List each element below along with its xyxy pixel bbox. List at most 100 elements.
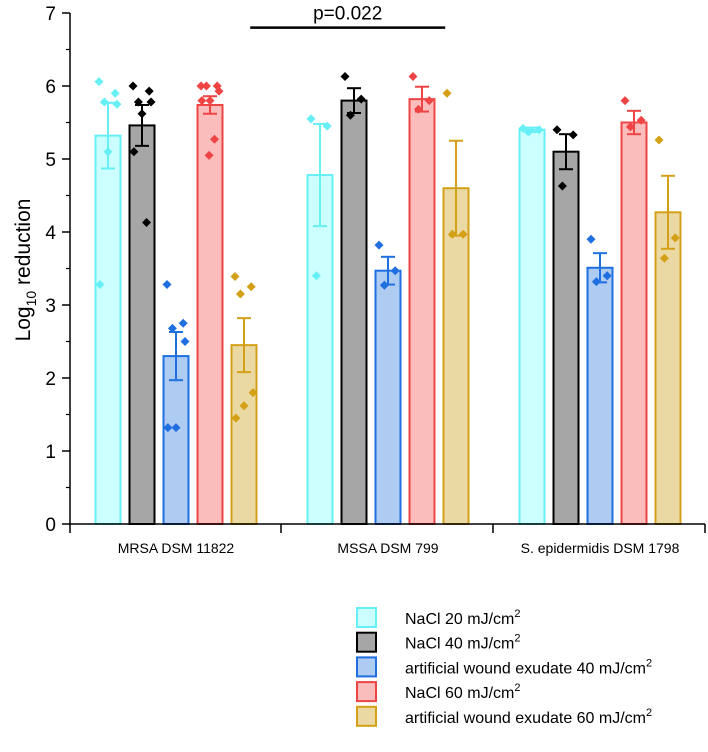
bar: [128, 124, 156, 525]
data-point: [112, 99, 122, 109]
error-bar: [313, 122, 327, 228]
data-point: [340, 72, 350, 82]
y-tick-label: 5: [45, 150, 56, 171]
data-point: [103, 147, 113, 157]
data-point: [424, 96, 434, 106]
data-point: [246, 282, 256, 292]
bar: [162, 355, 190, 525]
data-point: [625, 122, 635, 132]
y-axis-label-suffix: reduction: [12, 199, 35, 291]
data-point: [586, 234, 596, 244]
data-point: [534, 125, 544, 135]
legend-label-text: artificial wound exudate 60 mJ/cm: [405, 710, 646, 727]
y-axis-label: Log10 reduction: [12, 199, 39, 342]
data-point: [322, 121, 332, 131]
legend-label: NaCl 60 mJ/cm2: [405, 682, 520, 702]
bar: [306, 174, 334, 525]
legend-swatch: [356, 656, 377, 678]
data-point: [205, 96, 215, 106]
data-point: [129, 147, 139, 157]
data-point: [390, 266, 400, 276]
data-point: [306, 114, 316, 124]
data-point: [142, 218, 151, 228]
data-point: [95, 280, 105, 290]
data-point: [128, 81, 138, 91]
legend-label-text: NaCl 20 mJ/cm: [405, 611, 514, 628]
data-point: [408, 72, 418, 82]
legend-label-sup: 2: [646, 657, 652, 669]
data-point: [523, 127, 533, 137]
data-point: [231, 413, 241, 423]
data-point: [235, 289, 245, 299]
data-point: [345, 110, 355, 120]
data-point: [379, 280, 389, 290]
data-point: [137, 109, 147, 119]
legend-label-text: NaCl 60 mJ/cm: [405, 685, 514, 702]
error-bar: [169, 331, 183, 382]
p-value-label: p=0.022: [313, 4, 382, 25]
data-point: [178, 318, 188, 328]
data-point: [557, 181, 567, 191]
bar: [552, 150, 580, 525]
legend-swatch: [356, 705, 377, 727]
legend-label-sup: 2: [646, 707, 652, 719]
x-tick-label: MSSA DSM 799: [337, 540, 438, 556]
data-point: [197, 96, 207, 106]
bar: [442, 187, 470, 525]
bars-layer: [94, 72, 682, 526]
data-point: [144, 86, 154, 96]
data-point: [356, 94, 366, 104]
bar: [94, 134, 122, 525]
legend-swatch: [356, 681, 377, 703]
bar: [518, 128, 546, 526]
legend-swatch: [356, 631, 377, 653]
data-point: [230, 272, 240, 282]
legend-label: artificial wound exudate 40 mJ/cm2: [405, 657, 652, 677]
data-point: [133, 97, 143, 107]
data-point: [201, 81, 211, 91]
data-point: [146, 97, 156, 107]
data-point: [620, 96, 630, 106]
legend-label-text: NaCl 40 mJ/cm: [405, 636, 514, 653]
data-point: [163, 423, 173, 433]
legend-label: artificial wound exudate 60 mJ/cm2: [405, 707, 652, 727]
data-point: [99, 97, 109, 107]
data-point: [311, 271, 321, 281]
error-bar: [627, 109, 641, 136]
y-tick-label: 1: [45, 442, 56, 463]
data-point: [167, 323, 177, 333]
data-point: [602, 271, 612, 281]
legend-label-text: artificial wound exudate 40 mJ/cm: [405, 660, 646, 677]
data-point: [162, 280, 172, 290]
legend-label-sup: 2: [514, 608, 520, 620]
data-point: [374, 240, 384, 250]
data-point: [568, 130, 578, 140]
y-tick-label: 6: [45, 77, 56, 98]
data-point: [204, 150, 214, 160]
data-point: [591, 277, 601, 287]
data-point: [670, 233, 680, 243]
y-axis-label-prefix: Log: [12, 306, 35, 341]
bar: [374, 269, 402, 525]
legend-label-sup: 2: [514, 633, 520, 645]
data-point: [659, 253, 669, 263]
y-axis-label-subscript: 10: [23, 291, 39, 307]
error-bar: [237, 317, 251, 374]
y-tick-label: 4: [45, 223, 56, 244]
x-tick-label: MRSA DSM 11822: [118, 540, 235, 556]
legend-label: NaCl 20 mJ/cm2: [405, 608, 520, 628]
x-tick-label: S. epidermidis DSM 1798: [521, 540, 680, 556]
axes-layer: 0 1 2 3 4 5 6 7 MRSA DSM 11822 MSSA DSM 799 S. epi…: [45, 4, 706, 556]
data-point: [442, 88, 452, 98]
y-tick-label: 2: [45, 369, 56, 390]
data-point: [447, 229, 457, 239]
data-point: [248, 388, 258, 398]
data-point: [654, 135, 664, 145]
bar: [620, 121, 648, 525]
y-tick-label: 0: [45, 515, 56, 536]
data-point: [413, 104, 423, 114]
data-point: [518, 123, 528, 133]
data-point: [239, 401, 249, 411]
